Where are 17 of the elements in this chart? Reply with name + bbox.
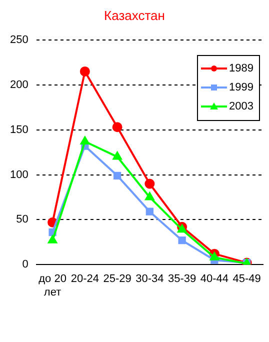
legend-label: 1989 [229,62,254,75]
legend-label: 2003 [229,100,254,113]
y-tick-label: 200 [10,78,28,91]
x-tick-label: 20-24 [70,273,99,286]
y-tick-label: 250 [10,34,28,46]
x-tick-label: 25-29 [103,273,132,286]
y-tick-label: 100 [10,168,28,181]
legend-label: 1999 [229,82,254,94]
x-tick-label: 45-49 [232,273,261,286]
x-tick-label: 35-39 [168,273,196,286]
chart-title: Казахстан [103,8,166,23]
x-tick-label: 30-34 [136,273,164,286]
y-tick-label: 150 [10,124,28,136]
x-tick-label: до 20 лет [38,273,66,298]
y-tick-label: 0 [22,258,28,271]
x-tick-label: 40-44 [200,273,229,286]
y-tick-label: 50 [16,214,28,226]
